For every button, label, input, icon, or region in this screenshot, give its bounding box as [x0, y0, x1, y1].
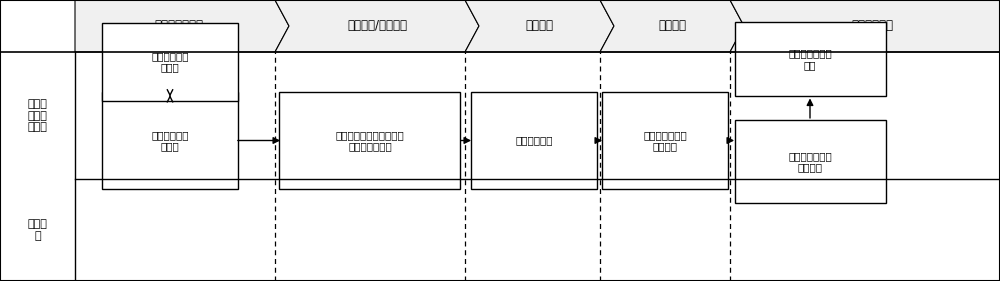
FancyBboxPatch shape [602, 92, 728, 189]
Text: 帐号、角色接口
信息分发: 帐号、角色接口 信息分发 [788, 151, 832, 172]
Text: 同步组织、角
色权限: 同步组织、角 色权限 [151, 51, 189, 72]
Polygon shape [75, 0, 289, 52]
Text: 帐号、角色信息
变更: 帐号、角色信息 变更 [788, 48, 832, 70]
Text: 主数据信息同步: 主数据信息同步 [154, 19, 203, 33]
Text: 应用系
统: 应用系 统 [28, 219, 47, 241]
Text: 审批阶段: 审批阶段 [526, 19, 554, 33]
FancyBboxPatch shape [734, 22, 886, 96]
Polygon shape [465, 0, 614, 52]
FancyBboxPatch shape [279, 92, 460, 189]
Text: 申请各应用系统帐号、并
选择其角色权限: 申请各应用系统帐号、并 选择其角色权限 [336, 130, 404, 151]
Polygon shape [730, 0, 1000, 52]
Polygon shape [600, 0, 744, 52]
FancyBboxPatch shape [102, 23, 238, 101]
Text: 相关部门审批: 相关部门审批 [515, 135, 553, 146]
Text: 统一帐
号管理
服务器: 统一帐 号管理 服务器 [28, 99, 47, 132]
Text: 自动同步阶段: 自动同步阶段 [851, 19, 893, 33]
Text: 执行阶段: 执行阶段 [658, 19, 686, 33]
Text: 员工帐号/权限申请: 员工帐号/权限申请 [347, 19, 407, 33]
FancyBboxPatch shape [734, 120, 886, 203]
FancyBboxPatch shape [471, 92, 597, 189]
Text: 应用系统管理员
执行确认: 应用系统管理员 执行确认 [643, 130, 687, 151]
Polygon shape [275, 0, 479, 52]
Text: 同步组织、角
色权限: 同步组织、角 色权限 [151, 130, 189, 151]
FancyBboxPatch shape [102, 92, 238, 189]
